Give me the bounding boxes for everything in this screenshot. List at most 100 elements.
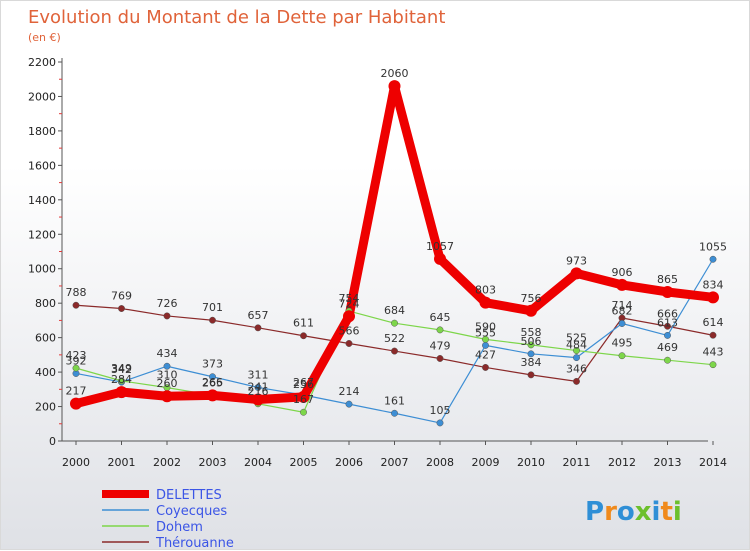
data-label: 284 xyxy=(111,373,132,386)
data-label: 525 xyxy=(566,332,587,345)
data-label: 682 xyxy=(612,305,633,318)
data-point xyxy=(72,364,80,372)
logo-letter: P xyxy=(585,497,604,527)
data-point xyxy=(115,386,128,399)
data-point xyxy=(482,363,489,371)
logo-letter: i xyxy=(673,497,682,527)
y-tick-label: 2000 xyxy=(28,90,56,103)
data-label: 657 xyxy=(248,309,269,322)
data-label: 756 xyxy=(521,292,542,305)
data-point xyxy=(573,377,580,385)
x-tick-label: 2003 xyxy=(199,456,227,469)
y-tick-label: 400 xyxy=(35,366,56,379)
data-point xyxy=(345,400,353,408)
proxiti-logo-text: Proxiti xyxy=(585,497,682,527)
y-tick-label: 1600 xyxy=(28,159,56,172)
data-label: 684 xyxy=(384,304,405,317)
x-tick-label: 2012 xyxy=(608,456,636,469)
data-label: 392 xyxy=(66,354,87,367)
data-point xyxy=(664,322,671,330)
x-tick-label: 2006 xyxy=(335,456,363,469)
logo-letter: t xyxy=(660,497,672,527)
data-label: 384 xyxy=(521,356,542,369)
data-label: 310 xyxy=(157,369,178,382)
data-labels: 217 284 260 265 241 256 724 2060 1057 803 756 973 90… xyxy=(66,67,728,417)
data-point xyxy=(343,310,355,323)
data-point xyxy=(664,356,671,364)
data-label: 241 xyxy=(248,380,269,393)
legend-label: Dohem xyxy=(156,520,203,535)
data-label: 701 xyxy=(202,301,223,314)
data-point xyxy=(163,312,171,320)
data-label: 558 xyxy=(521,326,542,339)
data-point xyxy=(391,319,398,327)
data-label: 346 xyxy=(566,362,587,375)
data-point xyxy=(436,419,444,427)
data-point xyxy=(72,301,80,309)
data-point xyxy=(300,332,307,340)
x-tick-label: 2013 xyxy=(654,456,682,469)
data-point xyxy=(300,408,307,416)
data-label: 590 xyxy=(475,320,496,333)
x-tick-label: 2007 xyxy=(381,456,409,469)
data-point xyxy=(391,347,398,355)
data-point xyxy=(436,326,444,334)
series-points xyxy=(70,80,719,427)
x-tick-label: 2011 xyxy=(563,456,591,469)
data-label: 214 xyxy=(339,385,360,398)
data-point xyxy=(206,389,219,402)
axes: 0 200 400 600 800 1000 1200 1400 1600 1800 2000 220… xyxy=(28,56,727,469)
data-label: 645 xyxy=(430,311,451,324)
y-tick-label: 2200 xyxy=(28,56,56,69)
data-point xyxy=(527,341,535,349)
data-label: 311 xyxy=(248,368,269,381)
data-label: 714 xyxy=(612,299,633,312)
data-point xyxy=(436,355,444,362)
chart-subtitle: (en €) xyxy=(28,31,61,44)
data-point xyxy=(434,252,446,265)
x-tick-label: 2004 xyxy=(244,456,272,469)
data-label: 666 xyxy=(657,307,678,320)
legend-label: Coyecques xyxy=(156,504,227,519)
data-point xyxy=(209,316,216,324)
data-point xyxy=(661,285,674,298)
data-point xyxy=(163,362,171,370)
y-tick-label: 1000 xyxy=(28,263,56,276)
x-tick-label: 2000 xyxy=(62,456,90,469)
data-point xyxy=(345,340,353,347)
data-label: 495 xyxy=(612,337,633,350)
y-tick-label: 600 xyxy=(35,332,56,345)
data-label: 865 xyxy=(657,273,678,286)
legend-label: Thérouanne xyxy=(155,536,234,551)
logo-letter: i xyxy=(652,497,661,527)
x-tick-label: 2009 xyxy=(472,456,500,469)
data-label: 1055 xyxy=(699,240,727,253)
y-tick-label: 0 xyxy=(49,435,56,448)
y-tick-label: 1200 xyxy=(28,228,56,241)
data-point xyxy=(161,390,173,403)
data-label: 973 xyxy=(566,254,587,267)
x-tick-label: 2010 xyxy=(517,456,545,469)
data-label: 216 xyxy=(248,385,269,398)
proxiti-logo: Proxiti xyxy=(585,497,682,527)
data-label: 522 xyxy=(384,332,405,345)
data-point xyxy=(709,361,717,369)
data-point xyxy=(118,377,125,385)
data-label: 769 xyxy=(111,290,132,303)
data-label: 349 xyxy=(111,362,132,375)
data-label: 613 xyxy=(657,316,678,329)
data-point xyxy=(209,373,216,381)
y-tick-label: 200 xyxy=(35,401,56,414)
data-label: 443 xyxy=(703,346,724,359)
x-tick-label: 2002 xyxy=(153,456,181,469)
data-label: 161 xyxy=(384,394,405,407)
data-point xyxy=(573,347,580,355)
logo-letter: o xyxy=(617,497,635,527)
data-label: 834 xyxy=(703,278,724,291)
data-label: 614 xyxy=(703,316,724,329)
data-point xyxy=(709,255,717,263)
data-label: 479 xyxy=(430,339,451,352)
data-label: 726 xyxy=(157,297,178,310)
